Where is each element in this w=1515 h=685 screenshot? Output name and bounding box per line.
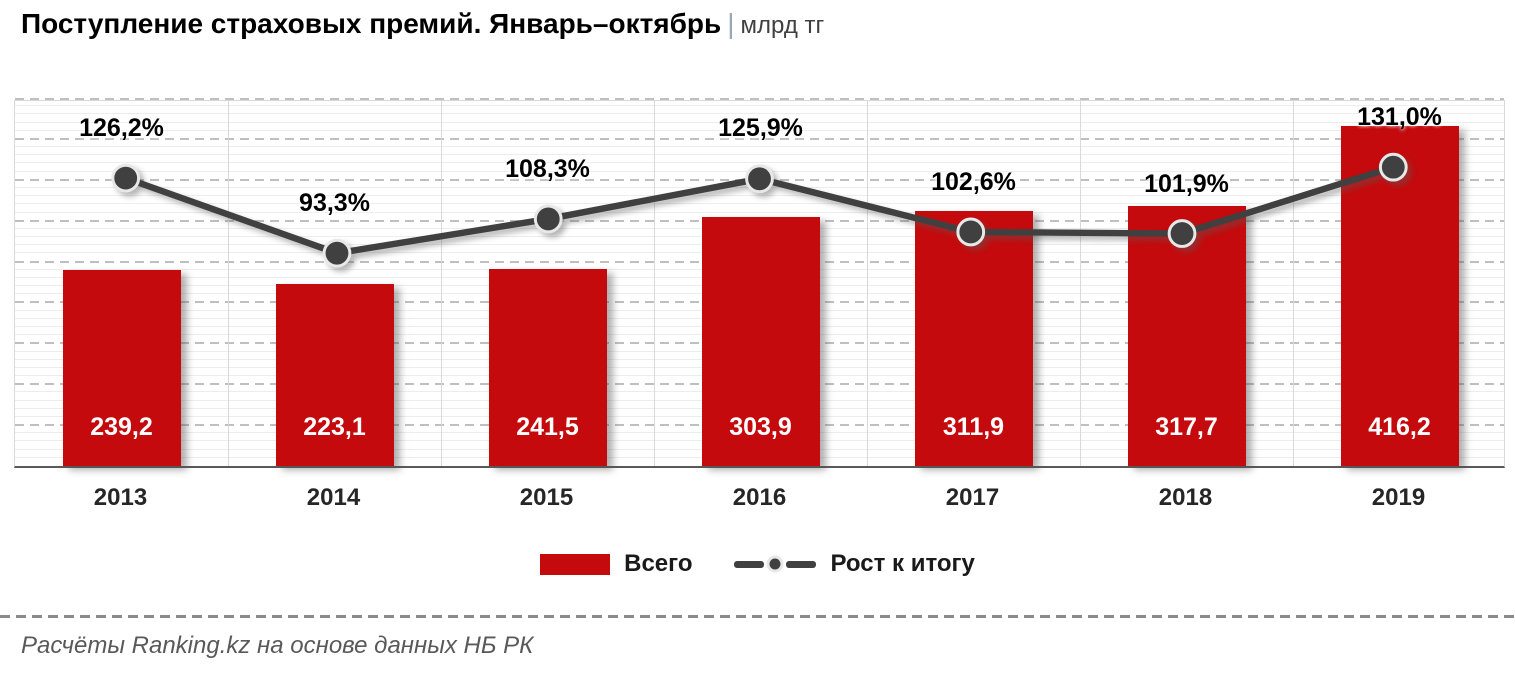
- plot-area: 239,2 223,1 241,5 303,9 311,9 317,7 416,2 126,2…: [14, 98, 1505, 468]
- line-marker: [111, 163, 141, 193]
- bar-2015: 241,5: [488, 268, 607, 466]
- bar-value-label: 303,9: [729, 413, 792, 441]
- bar-value-label: 317,7: [1155, 413, 1218, 441]
- title-separator: |: [727, 8, 735, 39]
- gridline-minor: [15, 154, 1504, 156]
- bar-2017: 311,9: [914, 210, 1033, 466]
- category-separator: [441, 101, 442, 466]
- chart-unit-label: млрд тг: [740, 12, 825, 39]
- x-axis-label-2016: 2016: [732, 484, 787, 511]
- bar-value-label: 241,5: [516, 413, 579, 441]
- gridline-major: [15, 137, 1504, 140]
- line-marker: [745, 164, 774, 194]
- gridline-minor: [15, 105, 1504, 107]
- growth-line-layer: [111, 152, 1408, 268]
- x-axis-label-2015: 2015: [519, 484, 574, 511]
- legend: Всего Рост к итогу: [0, 550, 1515, 578]
- bar-2016: 303,9: [701, 217, 820, 466]
- bar-2014: 223,1: [275, 283, 394, 466]
- x-axis-labels: 2013 2014 2015 2016 2017 2018 2019: [14, 484, 1505, 512]
- bar-value-label: 223,1: [303, 413, 366, 441]
- bar-2013: 239,2: [62, 270, 181, 466]
- x-axis-label-2018: 2018: [1158, 484, 1213, 511]
- bar-value-label: 311,9: [942, 413, 1005, 441]
- footer-divider: [0, 615, 1515, 618]
- line-marker: [322, 238, 352, 268]
- growth-value-label: 125,9%: [718, 114, 803, 143]
- x-axis-label-2017: 2017: [945, 484, 1000, 511]
- line-marker: [533, 204, 563, 234]
- line-marker: [956, 217, 986, 247]
- legend-line-label: Рост к итогу: [830, 550, 975, 577]
- gridline-minor: [15, 162, 1504, 164]
- gridline-minor: [15, 121, 1504, 123]
- category-separator: [654, 101, 655, 466]
- bar-value-label: 239,2: [90, 413, 153, 441]
- gridline-minor: [15, 203, 1504, 205]
- gridline-major: [15, 98, 1504, 100]
- legend-line-marker-icon: [766, 555, 784, 573]
- gridline-minor: [15, 129, 1504, 131]
- gridline-minor: [15, 146, 1504, 148]
- bar-2019: 416,2: [1340, 125, 1459, 466]
- growth-value-label: 93,3%: [299, 189, 370, 218]
- line-marker: [1378, 152, 1408, 182]
- chart-title-text: Поступление страховых премий. Январь–окт…: [21, 8, 722, 39]
- category-separator: [1080, 101, 1081, 466]
- line-marker: [1167, 219, 1197, 248]
- gridline-minor: [15, 113, 1504, 115]
- source-note: Расчёты Ranking.kz на основе данных НБ Р…: [21, 632, 534, 659]
- chart-title: Поступление страховых премий. Январь–окт…: [21, 8, 824, 40]
- gridline-minor: [15, 195, 1504, 197]
- x-axis-label-2019: 2019: [1371, 484, 1426, 511]
- growth-value-label: 108,3%: [505, 154, 590, 183]
- legend-bar-swatch: [540, 553, 611, 575]
- bar-2018: 317,7: [1127, 206, 1246, 466]
- x-axis-label-2014: 2014: [306, 484, 361, 511]
- legend-bar-label: Всего: [624, 550, 693, 577]
- growth-value-label: 102,6%: [931, 168, 1016, 197]
- gridline-minor: [15, 211, 1504, 213]
- growth-value-label: 131,0%: [1357, 102, 1442, 131]
- category-separator: [1293, 101, 1294, 466]
- x-axis-label-2013: 2013: [93, 484, 148, 511]
- growth-value-label: 126,2%: [79, 113, 164, 142]
- legend-line-swatch: [734, 551, 817, 577]
- category-separator: [867, 101, 868, 466]
- growth-value-label: 101,9%: [1144, 169, 1229, 198]
- category-separator: [228, 101, 229, 466]
- bar-value-label: 416,2: [1368, 413, 1431, 441]
